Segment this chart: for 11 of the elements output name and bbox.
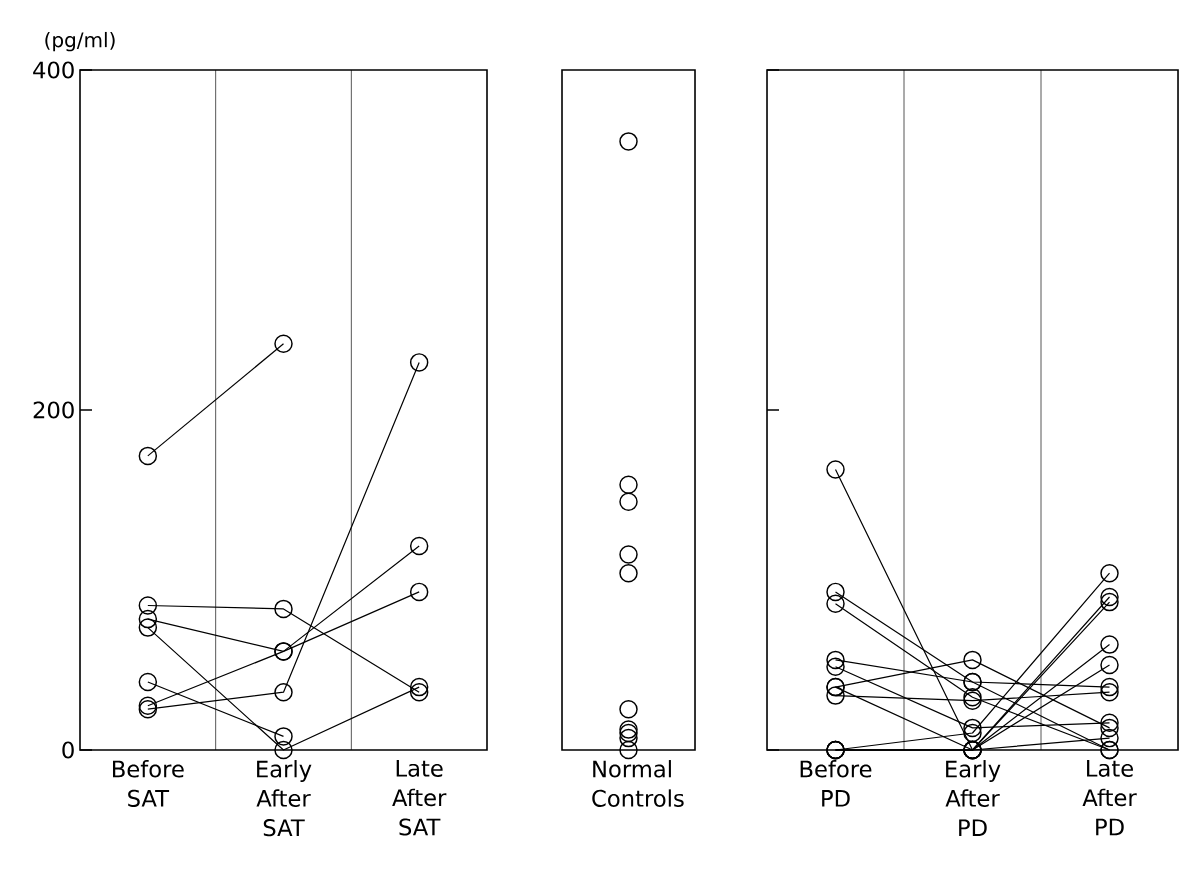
x-tick-label: Late After PD [1082,760,1137,836]
x-tick-label: Normal Controls [592,760,684,807]
x-tick-label: Before SAT [113,760,184,807]
y-tick-label: 400 [33,61,74,79]
y-axis-title: (pg/ml) [45,31,115,52]
x-tick-label: Early After PD [945,760,1001,836]
x-tick-label: Late After SAT [392,760,447,836]
x-tick-label: Early After SAT [256,760,312,837]
y-tick-label: 200 [33,401,74,419]
y-tick-label: 0 [62,741,74,759]
x-tick-label: Before PD [800,760,872,807]
